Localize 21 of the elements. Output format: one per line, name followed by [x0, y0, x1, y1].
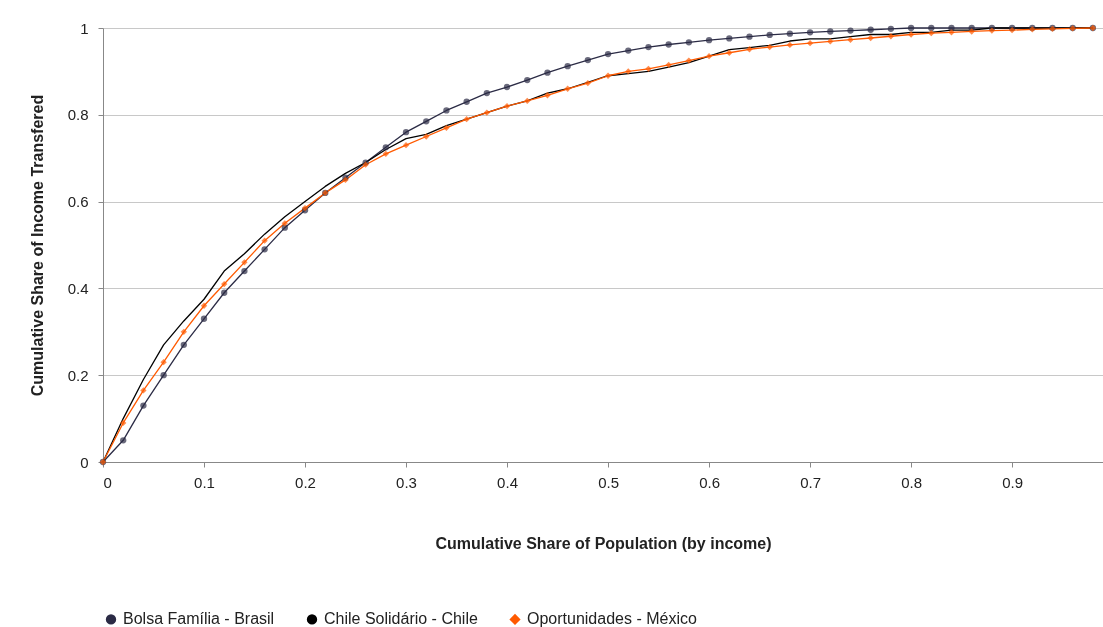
y-tick-label: 0.4 [67, 279, 89, 297]
x-tick-label: 0.8 [901, 473, 923, 491]
x-tick-label: 0.2 [295, 473, 316, 491]
x-tick-label: 0.6 [699, 473, 720, 491]
x-tick-label: 0.5 [598, 473, 619, 491]
y-tick-label: 0.8 [67, 106, 89, 124]
y-tick-label: 0.6 [67, 193, 89, 211]
legend-label: Bolsa Família - Brasil [123, 610, 275, 627]
x-tick-label: 0.7 [800, 473, 821, 491]
x-tick-label: 0 [103, 473, 112, 491]
x-tick-label: 0.1 [194, 473, 215, 491]
x-axis-title: Cumulative Share of Population (by income) [435, 534, 772, 552]
legend-label: Oportunidades - México [527, 610, 697, 627]
y-tick-label: 1 [80, 19, 89, 37]
y-tick-label: 0 [80, 453, 89, 471]
x-tick-label: 0.3 [396, 473, 417, 491]
x-tick-label: 0.9 [1002, 473, 1024, 491]
y-tick-label: 0.2 [67, 366, 89, 384]
legend-label: Chile Solidário - Chile [324, 610, 478, 627]
y-axis-title: Cumulative Share of Income Transfered [28, 94, 46, 397]
x-tick-label: 0.4 [497, 473, 518, 491]
